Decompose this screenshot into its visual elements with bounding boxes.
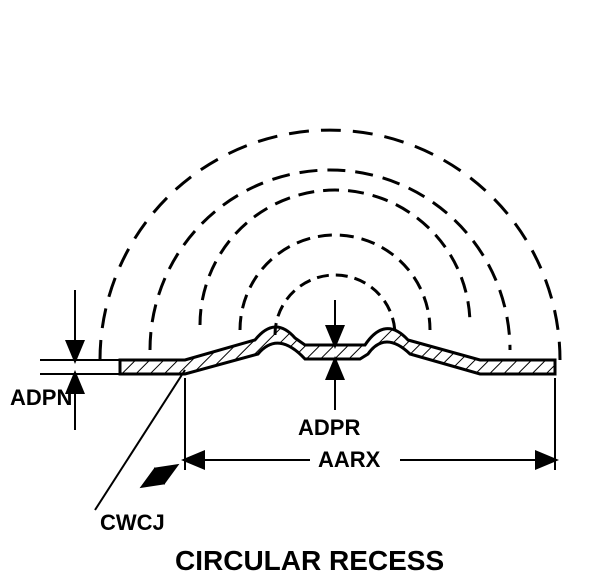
- dashed-arcs: [100, 130, 560, 360]
- diagram-title: CIRCULAR RECESS: [175, 545, 444, 576]
- adpn-label: ADPN: [10, 385, 72, 410]
- cross-section-profile: [120, 327, 555, 374]
- cwcj-leader: [95, 370, 185, 510]
- diagram-container: ADPN ADPR AARX CWCJ CIRCULAR RECESS: [0, 0, 613, 585]
- aarx-label: AARX: [318, 447, 381, 472]
- cwcj-label: CWCJ: [100, 510, 165, 535]
- adpr-label: ADPR: [298, 415, 360, 440]
- diagram-svg: ADPN ADPR AARX CWCJ CIRCULAR RECESS: [0, 0, 613, 585]
